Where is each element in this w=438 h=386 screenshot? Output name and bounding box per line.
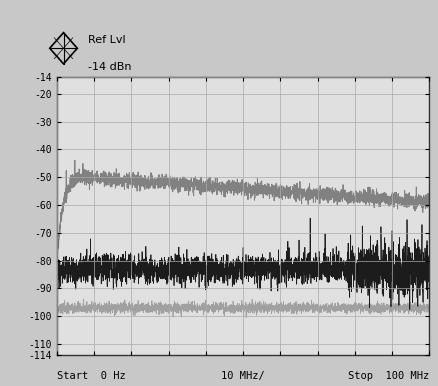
Text: Stop  100 MHz: Stop 100 MHz — [348, 371, 429, 381]
Text: Start  0 Hz: Start 0 Hz — [57, 371, 126, 381]
Text: Ref Lvl: Ref Lvl — [88, 35, 125, 45]
Text: -14 dBn: -14 dBn — [88, 62, 131, 72]
Text: 10 MHz/: 10 MHz/ — [221, 371, 265, 381]
